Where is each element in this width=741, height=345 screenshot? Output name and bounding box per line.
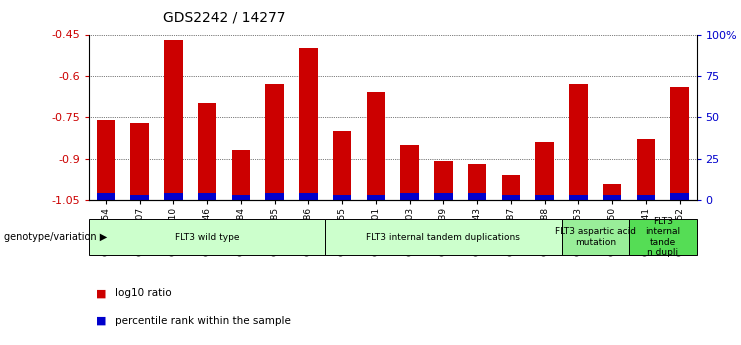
Bar: [367, 195, 385, 200]
Bar: [400, 145, 419, 200]
Text: FLT3 wild type: FLT3 wild type: [175, 233, 239, 242]
Text: GDS2242 / 14277: GDS2242 / 14277: [163, 10, 285, 24]
Text: ■: ■: [96, 316, 107, 326]
Bar: [164, 40, 182, 200]
Bar: [535, 142, 554, 200]
Text: ■: ■: [96, 288, 107, 298]
Bar: [96, 194, 115, 200]
Text: percentile rank within the sample: percentile rank within the sample: [115, 316, 290, 326]
Bar: [671, 194, 689, 200]
Bar: [96, 120, 115, 200]
Bar: [603, 184, 622, 200]
Bar: [231, 195, 250, 200]
FancyBboxPatch shape: [89, 219, 325, 255]
Bar: [603, 195, 622, 200]
Bar: [265, 194, 284, 200]
FancyBboxPatch shape: [325, 219, 562, 255]
Bar: [637, 139, 655, 200]
Bar: [130, 195, 149, 200]
Bar: [671, 87, 689, 200]
Bar: [468, 164, 486, 200]
Bar: [198, 194, 216, 200]
Bar: [502, 175, 520, 200]
Bar: [468, 194, 486, 200]
Bar: [637, 195, 655, 200]
Bar: [434, 194, 453, 200]
Bar: [333, 131, 351, 200]
Bar: [198, 104, 216, 200]
Bar: [299, 194, 318, 200]
Bar: [130, 123, 149, 200]
Text: genotype/variation ▶: genotype/variation ▶: [4, 232, 107, 242]
Bar: [569, 195, 588, 200]
Bar: [164, 194, 182, 200]
Bar: [299, 48, 318, 200]
Text: FLT3
internal
tande
n dupli: FLT3 internal tande n dupli: [645, 217, 680, 257]
Bar: [502, 195, 520, 200]
Bar: [535, 195, 554, 200]
Bar: [400, 194, 419, 200]
Bar: [333, 195, 351, 200]
Text: FLT3 aspartic acid
mutation: FLT3 aspartic acid mutation: [555, 227, 636, 247]
FancyBboxPatch shape: [562, 219, 629, 255]
Bar: [569, 84, 588, 200]
FancyBboxPatch shape: [629, 219, 697, 255]
Bar: [434, 161, 453, 200]
Bar: [231, 150, 250, 200]
Text: FLT3 internal tandem duplications: FLT3 internal tandem duplications: [367, 233, 520, 242]
Text: log10 ratio: log10 ratio: [115, 288, 171, 298]
Bar: [265, 84, 284, 200]
Bar: [367, 92, 385, 200]
